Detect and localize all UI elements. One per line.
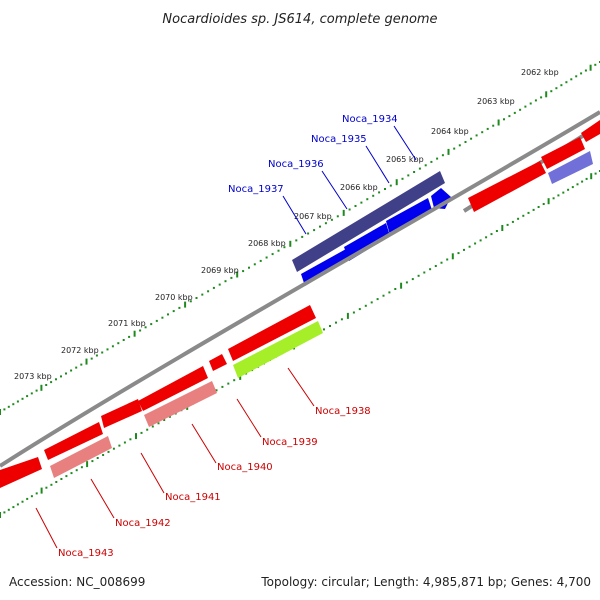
forward-features	[292, 171, 451, 286]
kbp-label-2070: 2070 kbp	[155, 293, 193, 302]
reverse-label-leaders	[35, 367, 315, 549]
gene-label-noca-1940[interactable]: Noca_1940	[217, 462, 273, 473]
leader-line	[236, 398, 262, 438]
kbp-label-2073: 2073 kbp	[14, 372, 52, 381]
leader-line	[321, 170, 348, 210]
forward-gene-labels: Noca_1934 Noca_1935 Noca_1936 Noca_1937	[228, 114, 398, 195]
gene-feature[interactable]	[548, 151, 593, 184]
kbp-label-2067: 2067 kbp	[294, 212, 332, 221]
kbp-label-2068: 2068 kbp	[248, 239, 286, 248]
accession-text: Accession: NC_008699	[9, 575, 145, 589]
gene-label-noca-1934[interactable]: Noca_1934	[342, 114, 398, 125]
gene-feature[interactable]	[138, 366, 208, 411]
gene-feature[interactable]	[144, 381, 217, 427]
summary-text: Topology: circular; Length: 4,985,871 bp…	[260, 575, 591, 589]
gene-label-noca-1942[interactable]: Noca_1942	[115, 518, 171, 529]
kbp-label-2063: 2063 kbp	[477, 97, 515, 106]
leader-line	[191, 423, 217, 464]
kbp-label-2071: 2071 kbp	[108, 319, 146, 328]
kbp-label-2066: 2066 kbp	[340, 183, 378, 192]
leader-line	[393, 125, 417, 161]
gene-feature[interactable]	[50, 436, 112, 478]
gene-feature[interactable]	[44, 422, 103, 460]
gene-feature[interactable]	[228, 305, 316, 361]
kbp-label-2065: 2065 kbp	[386, 155, 424, 164]
gene-label-noca-1938[interactable]: Noca_1938	[315, 406, 371, 417]
gene-feature[interactable]	[581, 120, 600, 142]
gene-feature[interactable]	[541, 137, 585, 169]
kbp-label-2072: 2072 kbp	[61, 346, 99, 355]
leader-line	[140, 452, 165, 494]
gene-feature[interactable]	[0, 457, 42, 488]
upper-right-features	[468, 120, 600, 212]
leader-line	[282, 195, 307, 235]
gene-feature[interactable]	[101, 399, 142, 428]
forward-label-leaders	[282, 125, 417, 235]
gene-feature[interactable]	[468, 161, 546, 212]
leader-line	[287, 367, 315, 407]
gene-feature[interactable]	[292, 171, 445, 272]
map-title: Nocardioides sp. JS614, complete genome	[162, 12, 437, 27]
genome-backbone-left	[0, 110, 600, 468]
leader-line	[35, 507, 58, 549]
gene-label-noca-1941[interactable]: Noca_1941	[165, 492, 221, 503]
kbp-label-2069: 2069 kbp	[201, 266, 239, 275]
kbp-label-2064: 2064 kbp	[431, 127, 469, 136]
gene-label-noca-1943[interactable]: Noca_1943	[58, 548, 114, 559]
gene-feature[interactable]	[301, 249, 349, 286]
gene-label-noca-1939[interactable]: Noca_1939	[262, 437, 318, 448]
gene-feature[interactable]	[344, 223, 390, 261]
leader-line	[90, 478, 115, 519]
gene-feature[interactable]	[209, 354, 227, 371]
gene-label-noca-1935[interactable]: Noca_1935	[311, 134, 367, 145]
kbp-labels: 2062 kbp 2063 kbp 2064 kbp 2065 kbp 2066…	[14, 68, 559, 381]
gene-feature[interactable]	[233, 321, 323, 378]
gene-label-noca-1937[interactable]: Noca_1937	[228, 184, 284, 195]
gene-label-noca-1936[interactable]: Noca_1936	[268, 159, 324, 170]
reverse-features	[0, 305, 323, 488]
kbp-label-2062: 2062 kbp	[521, 68, 559, 77]
leader-line	[365, 145, 390, 184]
gene-feature[interactable]	[386, 198, 432, 235]
reverse-gene-labels: Noca_1938 Noca_1939 Noca_1940 Noca_1941 …	[58, 406, 371, 559]
